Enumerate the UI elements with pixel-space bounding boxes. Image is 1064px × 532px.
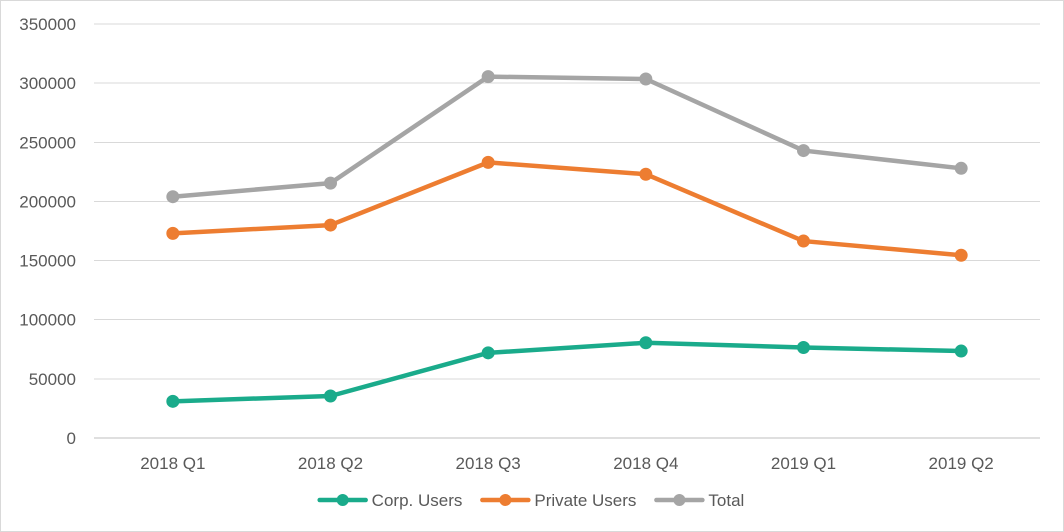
data-point bbox=[166, 394, 180, 408]
data-point bbox=[481, 155, 495, 169]
y-tick-label: 350000 bbox=[19, 15, 76, 34]
y-tick-label: 50000 bbox=[29, 370, 76, 389]
data-point bbox=[481, 70, 495, 84]
y-tick-label: 250000 bbox=[19, 133, 76, 152]
series-line bbox=[170, 160, 964, 258]
data-point bbox=[954, 248, 968, 262]
x-tick-label: 2018 Q4 bbox=[613, 454, 678, 473]
data-point bbox=[481, 346, 495, 360]
y-axis-tick-labels: 0 50000 100000 150000 200000 250000 300000 3500… bbox=[19, 15, 76, 448]
x-tick-label: 2018 Q1 bbox=[140, 454, 205, 473]
data-point bbox=[954, 161, 968, 175]
data-point bbox=[639, 336, 653, 350]
series-line bbox=[170, 74, 964, 199]
series-line bbox=[170, 340, 964, 404]
y-tick-label: 200000 bbox=[19, 192, 76, 211]
data-point bbox=[166, 190, 180, 204]
series-corp-users bbox=[166, 336, 968, 408]
legend: Corp. Users Private Users Total bbox=[317, 491, 744, 510]
series-total bbox=[166, 70, 968, 204]
x-axis-tick-labels: 2018 Q1 2018 Q2 2018 Q3 2018 Q4 2019 Q1 2019 … bbox=[140, 454, 994, 473]
y-tick-label: 100000 bbox=[19, 311, 76, 330]
gridlines bbox=[94, 23, 1040, 439]
data-point bbox=[797, 234, 810, 248]
data-point bbox=[954, 344, 968, 358]
legend-label: Total bbox=[708, 491, 744, 510]
legend-swatch-marker bbox=[336, 494, 349, 506]
series-lines bbox=[166, 70, 968, 408]
legend-label: Corp. Users bbox=[372, 491, 463, 510]
x-tick-label: 2019 Q2 bbox=[929, 454, 994, 473]
data-point bbox=[639, 167, 653, 181]
y-tick-label: 300000 bbox=[19, 74, 76, 93]
data-point bbox=[797, 144, 810, 158]
data-point bbox=[324, 176, 337, 190]
legend-swatch-marker bbox=[673, 494, 686, 506]
data-point bbox=[166, 226, 180, 240]
data-point bbox=[797, 341, 810, 355]
x-tick-label: 2018 Q3 bbox=[456, 454, 521, 473]
data-point bbox=[324, 218, 337, 232]
y-tick-label: 0 bbox=[67, 429, 76, 448]
x-tick-label: 2019 Q1 bbox=[771, 454, 836, 473]
data-point bbox=[639, 72, 653, 86]
legend-label: Private Users bbox=[534, 491, 636, 510]
x-tick-label: 2018 Q2 bbox=[298, 454, 363, 473]
legend-swatch-marker bbox=[499, 494, 512, 506]
y-tick-label: 150000 bbox=[19, 252, 76, 271]
data-point bbox=[324, 389, 337, 403]
series-private-users bbox=[166, 155, 968, 262]
